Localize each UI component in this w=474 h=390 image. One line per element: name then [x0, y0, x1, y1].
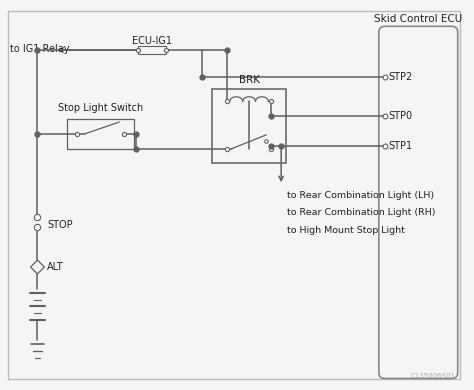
Text: to High Mount Stop Light: to High Mount Stop Light: [287, 226, 405, 235]
Bar: [212, 89, 286, 163]
Text: to IG1 Relay: to IG1 Relay: [10, 44, 69, 54]
Text: STP1: STP1: [389, 141, 413, 151]
Text: STOP: STOP: [47, 220, 73, 230]
Text: C135006S01: C135006S01: [411, 374, 456, 379]
Text: Stop Light Switch: Stop Light Switch: [58, 103, 143, 113]
Text: ECU-IG1: ECU-IG1: [132, 36, 172, 46]
Text: BRK: BRK: [238, 74, 260, 85]
Text: to Rear Combination Light (RH): to Rear Combination Light (RH): [287, 208, 436, 217]
Bar: [67, 119, 134, 149]
Text: STP2: STP2: [389, 72, 413, 82]
Text: Skid Control ECU: Skid Control ECU: [374, 14, 463, 24]
Text: ALT: ALT: [47, 262, 64, 272]
Text: to Rear Combination Light (LH): to Rear Combination Light (LH): [287, 190, 434, 200]
Text: STP0: STP0: [389, 111, 413, 121]
Bar: [138, 46, 166, 54]
